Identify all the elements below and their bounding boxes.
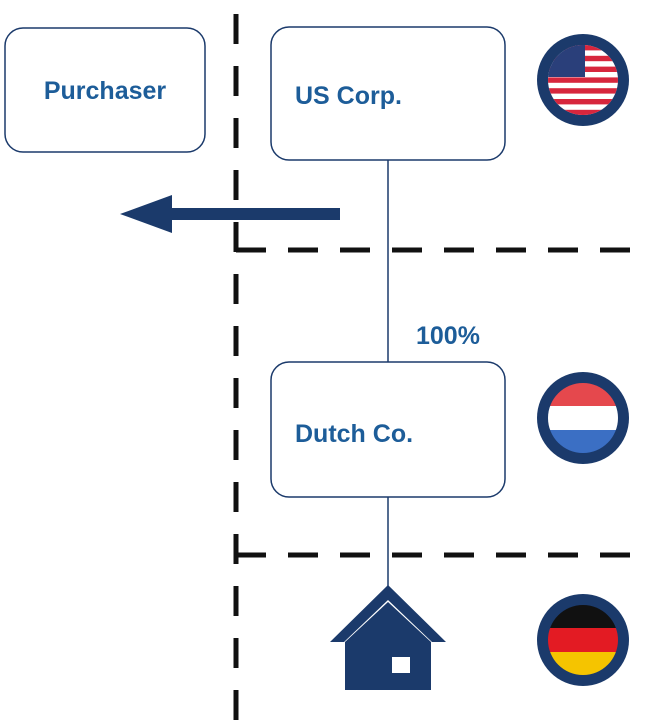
nl-flag (537, 372, 629, 464)
arrow (120, 195, 340, 233)
node-label: Dutch Co. (295, 420, 413, 448)
node-box (270, 361, 506, 498)
region-borders (233, 14, 645, 726)
node-label: Purchaser (44, 77, 167, 105)
house-icon (330, 585, 446, 690)
node-label: US Corp. (295, 82, 402, 110)
edge-label: 100% (416, 322, 480, 350)
node-box (4, 27, 206, 153)
de-flag (537, 594, 629, 686)
node-box (270, 26, 506, 161)
us-flag (537, 34, 629, 126)
